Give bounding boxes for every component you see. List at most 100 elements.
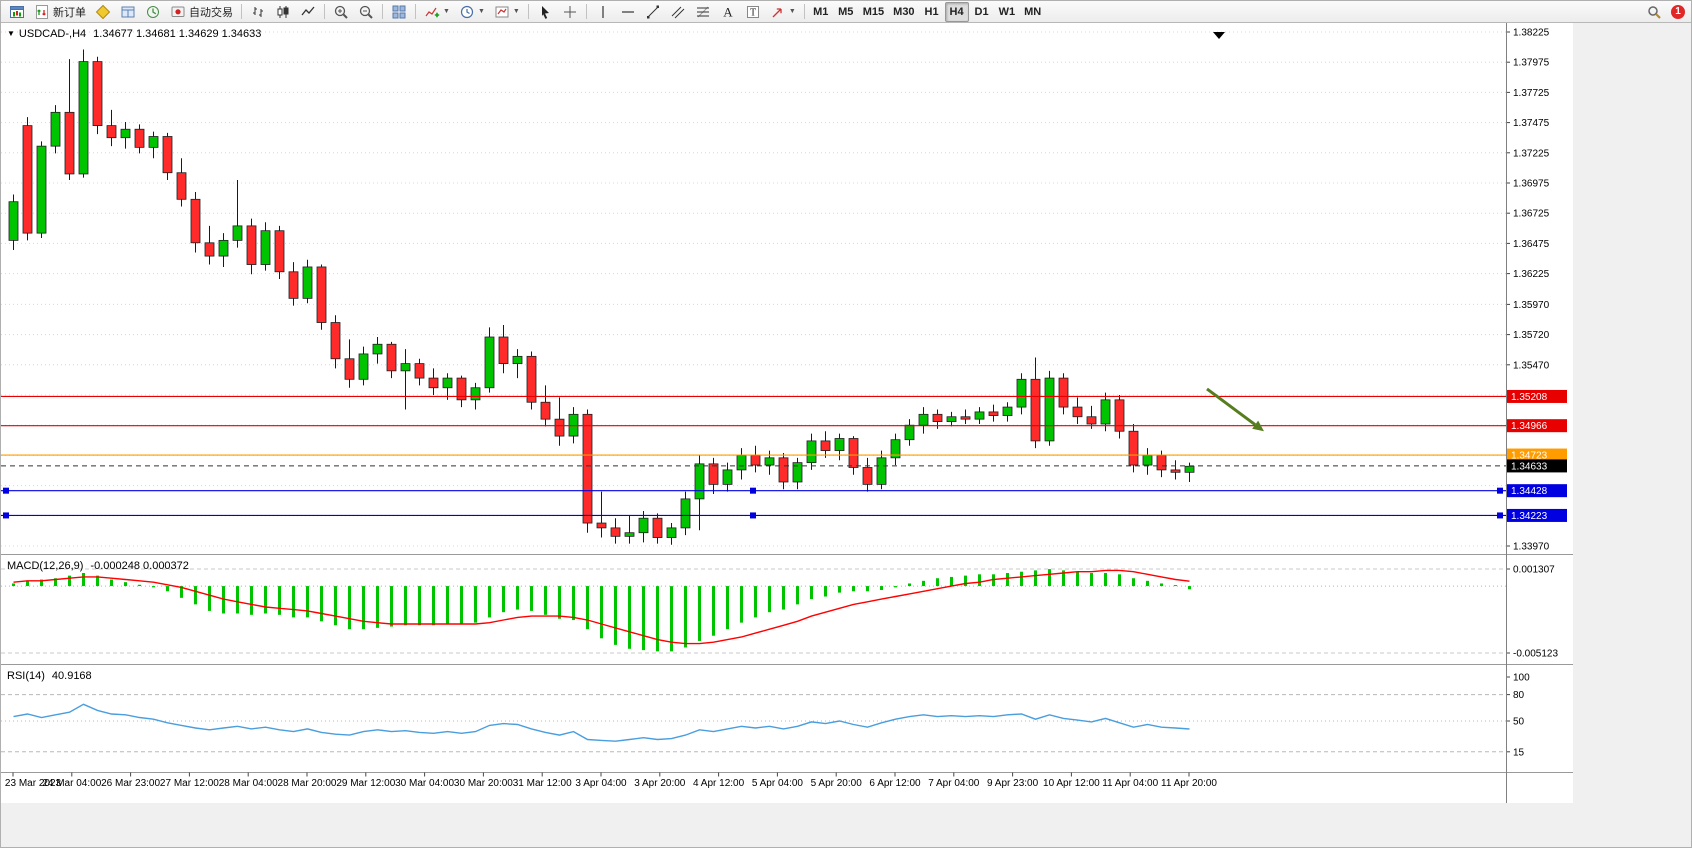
chart-background	[1, 23, 1691, 847]
chart-shift-marker-icon[interactable]	[1213, 32, 1225, 39]
timeframe-h1[interactable]: H1	[920, 2, 944, 22]
channel-icon	[671, 6, 685, 18]
data-window-button[interactable]	[116, 2, 140, 22]
autotrading-label: 自动交易	[189, 6, 233, 19]
timeframe-mn[interactable]: MN	[1020, 2, 1045, 22]
notifications-button[interactable]: 1	[1667, 2, 1689, 22]
fibonacci-tool[interactable]	[691, 2, 715, 22]
svg-text:30 Mar 20:00: 30 Mar 20:00	[454, 778, 513, 789]
zoom-out-button[interactable]	[354, 2, 378, 22]
price-badges: 1.35208 1.34966 1.34723 1.34428 1.34223 1.346…	[1507, 389, 1567, 522]
toolbar-separator	[803, 4, 805, 19]
svg-text:1.34633: 1.34633	[1511, 461, 1548, 472]
vertical-line-tool[interactable]	[591, 2, 615, 22]
toolbar-separator	[324, 4, 325, 19]
svg-text:29 Mar 12:00: 29 Mar 12:00	[336, 778, 395, 789]
zoom-out-icon	[359, 5, 373, 19]
line-chart-icon	[301, 6, 315, 15]
svg-text:27 Mar 12:00: 27 Mar 12:00	[160, 778, 219, 789]
svg-text:10 Apr 12:00: 10 Apr 12:00	[1043, 778, 1100, 789]
market-watch-icon	[95, 4, 111, 19]
new-chart-button[interactable]	[5, 2, 29, 22]
chart-canvas[interactable]: 1.38225 1.37975 1.37725 1.37475 1.37225 1.369…	[1, 23, 1692, 848]
arrows-dropdown[interactable]: ▼	[766, 2, 800, 22]
templates-dropdown[interactable]: ▼	[490, 2, 524, 22]
timeframe-m1[interactable]: M1	[809, 2, 833, 22]
chevron-down-icon: ▼	[477, 8, 485, 15]
zoom-in-icon	[334, 5, 348, 19]
search-button[interactable]	[1642, 2, 1666, 22]
timeframe-h4[interactable]: H4	[944, 1, 969, 22]
crosshair-tool-button[interactable]	[558, 2, 582, 22]
svg-text:1.36475: 1.36475	[1513, 239, 1550, 250]
svg-text:3 Apr 04:00: 3 Apr 04:00	[575, 778, 627, 789]
chevron-down-icon: ▼	[788, 8, 796, 15]
candlestick-chart-button[interactable]	[271, 2, 295, 22]
cursor-tool-button[interactable]	[533, 2, 557, 22]
crosshair-icon	[563, 5, 576, 18]
autotrading-button[interactable]: 自动交易	[166, 2, 237, 22]
svg-text:30 Mar 04:00: 30 Mar 04:00	[395, 778, 454, 789]
market-watch-button[interactable]	[91, 2, 115, 22]
bottom-filler	[1, 803, 1691, 847]
svg-text:1.36975: 1.36975	[1513, 178, 1550, 189]
tile-windows-icon	[392, 5, 406, 18]
svg-text:0.001307: 0.001307	[1513, 565, 1555, 576]
svg-text:28 Mar 04:00: 28 Mar 04:00	[219, 778, 278, 789]
autotrading-icon	[171, 6, 185, 17]
trendline-tool[interactable]	[641, 2, 665, 22]
svg-text:1.34723: 1.34723	[1511, 451, 1548, 462]
svg-text:4 Apr 12:00: 4 Apr 12:00	[693, 778, 745, 789]
svg-text:26 Mar 23:00: 26 Mar 23:00	[101, 778, 160, 789]
svg-text:100: 100	[1513, 673, 1530, 684]
svg-text:T: T	[750, 7, 756, 18]
svg-text:5 Apr 20:00: 5 Apr 20:00	[811, 778, 863, 789]
toolbar: 新订单 自动交易	[1, 1, 1691, 23]
timeframe-w1[interactable]: W1	[995, 2, 1020, 22]
svg-text:11 Apr 04:00: 11 Apr 04:00	[1102, 778, 1158, 789]
line-chart-button[interactable]	[296, 2, 320, 22]
timeframe-d1[interactable]: D1	[970, 2, 994, 22]
svg-text:31 Mar 12:00: 31 Mar 12:00	[513, 778, 572, 789]
arrow-object-icon	[772, 7, 782, 17]
new-order-button[interactable]: 新订单	[30, 2, 90, 22]
svg-text:1.35720: 1.35720	[1513, 330, 1550, 341]
timeframe-m15[interactable]: M15	[859, 2, 888, 22]
clock-icon	[460, 5, 474, 18]
bar-chart-button[interactable]	[246, 2, 270, 22]
timeframe-m5[interactable]: M5	[834, 2, 858, 22]
toolbar-separator	[415, 4, 416, 19]
svg-text:1.35208: 1.35208	[1511, 392, 1548, 403]
svg-text:11 Apr 20:00: 11 Apr 20:00	[1161, 778, 1217, 789]
timeframe-m30[interactable]: M30	[889, 2, 918, 22]
toolbar-separator	[241, 4, 242, 19]
trendline-icon	[646, 5, 659, 18]
notification-count-badge: 1	[1671, 4, 1685, 19]
toolbar-separator	[382, 4, 383, 19]
indicators-dropdown[interactable]: ▼	[420, 2, 454, 22]
svg-text:A: A	[723, 4, 733, 19]
svg-text:1.38225: 1.38225	[1513, 28, 1550, 39]
navigator-button[interactable]	[141, 2, 165, 22]
tile-windows-button[interactable]	[387, 2, 411, 22]
svg-text:1.34428: 1.34428	[1511, 486, 1548, 497]
text-tool[interactable]: A	[716, 2, 740, 22]
text-label-tool[interactable]: T	[741, 2, 765, 22]
arrow-annotation[interactable]	[1206, 387, 1264, 432]
candlestick-chart-icon	[277, 5, 289, 18]
svg-text:1.36225: 1.36225	[1513, 269, 1550, 280]
zoom-in-button[interactable]	[329, 2, 353, 22]
bar-chart-icon	[253, 6, 263, 17]
new-order-label: 新订单	[53, 6, 86, 19]
svg-text:1.37225: 1.37225	[1513, 148, 1550, 159]
svg-text:1.37725: 1.37725	[1513, 88, 1550, 99]
periods-dropdown[interactable]: ▼	[455, 2, 489, 22]
channel-tool[interactable]	[666, 2, 690, 22]
macd-panel: 0.001307 -0.005123	[1, 565, 1558, 660]
toolbar-separator	[585, 4, 587, 19]
new-chart-icon	[10, 5, 24, 18]
search-icon	[1648, 5, 1661, 19]
chevron-down-icon: ▼	[512, 8, 520, 15]
horizontal-line-tool[interactable]	[616, 2, 640, 22]
